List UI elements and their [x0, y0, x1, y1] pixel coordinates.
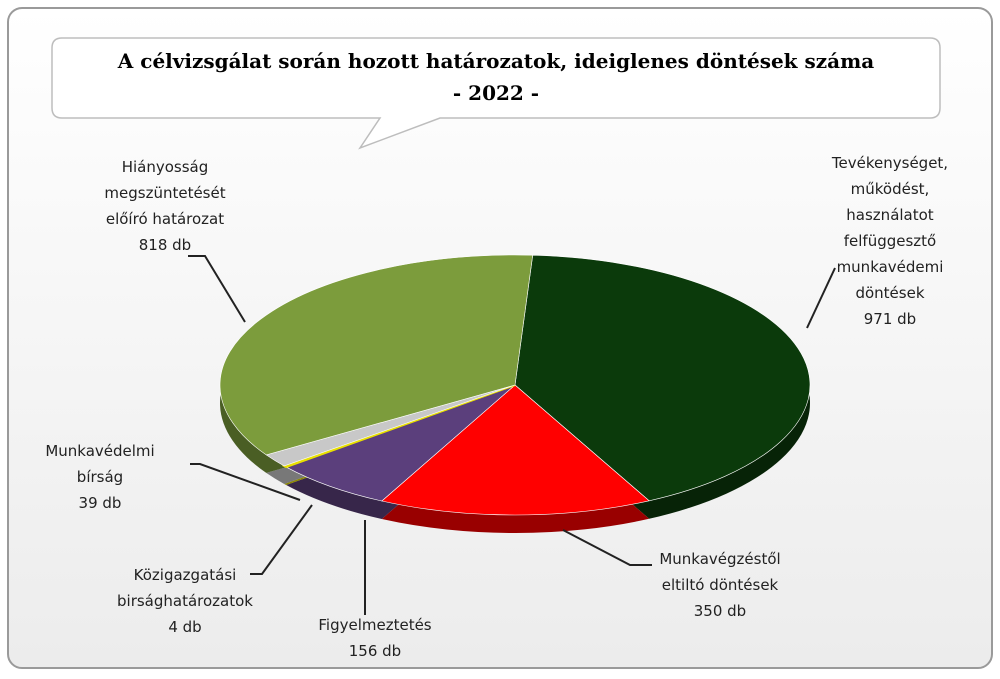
labels: Tevékenységet, működést, használatot felfüg… [45, 154, 948, 660]
slice-label: Hiányosság megszüntetését előíró határozat [104, 158, 225, 228]
label-line: Munkavédelmi [45, 442, 154, 460]
label-line: döntések [855, 284, 924, 302]
label-line: használatot [846, 206, 934, 224]
value-label: 39 db [79, 494, 122, 512]
slice-label: Figyelmeztetés [318, 616, 431, 634]
slice [381, 384, 650, 516]
label-line: Munkavégzéstől [659, 550, 780, 568]
leader-line [806, 267, 836, 329]
label-line: munkavédemi [837, 258, 944, 276]
pie [219, 254, 811, 534]
slice-label: Közigazgatási birsághatározatok [117, 566, 253, 610]
value-label: 818 db [139, 236, 191, 254]
value-label: 971 db [864, 310, 916, 328]
label-line: Közigazgatási [134, 566, 237, 584]
slice-label: Munkavégzéstől eltiltó döntések [659, 550, 780, 594]
label-line: előíró határozat [106, 210, 224, 228]
value-label: 4 db [168, 618, 201, 636]
label-line: működést, [851, 180, 930, 198]
slice-label: Munkavédelmi bírság [45, 442, 154, 486]
leader-line [562, 529, 652, 566]
leader-line [190, 463, 301, 501]
title-callout [51, 37, 941, 150]
slice [219, 254, 534, 456]
slice [514, 254, 811, 502]
label-line: megszüntetését [104, 184, 225, 202]
label-line: bírság [77, 468, 123, 486]
label-line: eltiltó döntések [662, 576, 779, 594]
leader-line [188, 255, 246, 323]
leader-line [250, 504, 313, 575]
label-line: Figyelmeztetés [318, 616, 431, 634]
label-line: birsághatározatok [117, 592, 253, 610]
chart-title: A célvizsgálat során hozott határozatok,… [117, 49, 874, 73]
label-line: felfüggesztő [844, 232, 936, 250]
slice [285, 384, 516, 502]
label-line: Hiányosság [122, 158, 209, 176]
chart-subtitle: - 2022 - [453, 81, 539, 105]
value-label: 156 db [349, 642, 401, 660]
label-line: Tevékenységet, [831, 154, 948, 172]
slice-label: Tevékenységet, működést, használatot felfüg… [831, 154, 948, 302]
value-label: 350 db [694, 602, 746, 620]
